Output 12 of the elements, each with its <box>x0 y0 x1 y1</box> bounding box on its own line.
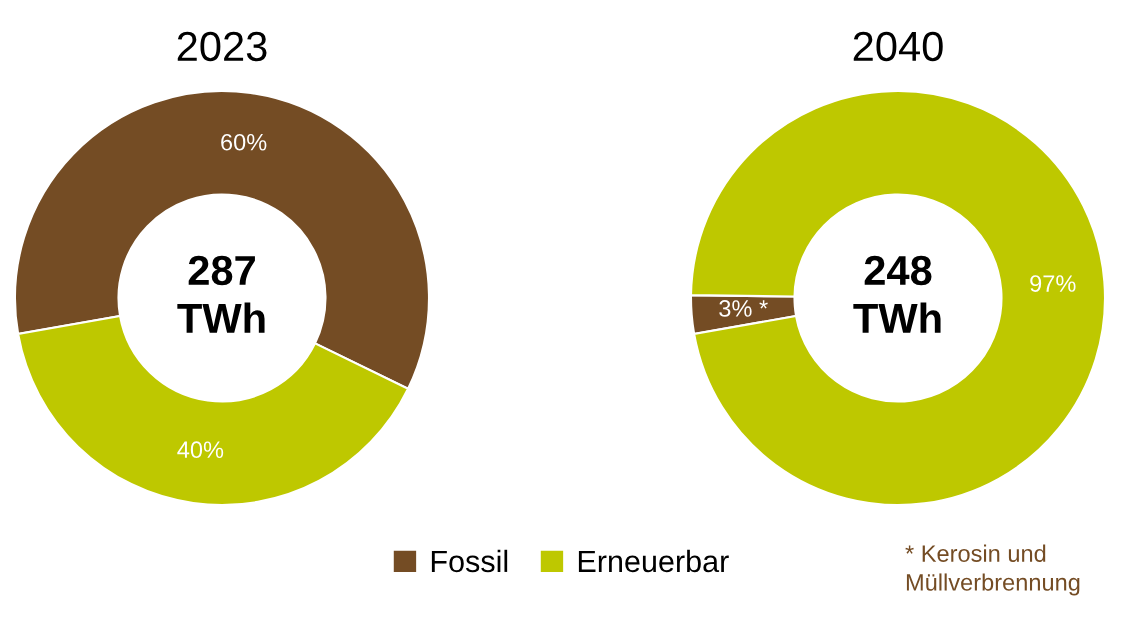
chart-title: 2040 <box>853 31 943 62</box>
data-label: 3% * <box>719 300 768 317</box>
legend-label: Erneuerbar <box>578 549 729 573</box>
data-label: 60% <box>221 133 267 151</box>
text: 248 TWh <box>853 255 941 333</box>
data-label: 97% <box>1030 275 1076 292</box>
donut-slice <box>689 89 1107 507</box>
text: * Kerosin und Müllverbrennung <box>905 544 1080 596</box>
chart-title: 2023 <box>177 31 267 62</box>
data-label: 40% <box>177 441 224 459</box>
text: 287 TWh <box>177 255 265 333</box>
legend-label: Fossil <box>431 549 508 573</box>
